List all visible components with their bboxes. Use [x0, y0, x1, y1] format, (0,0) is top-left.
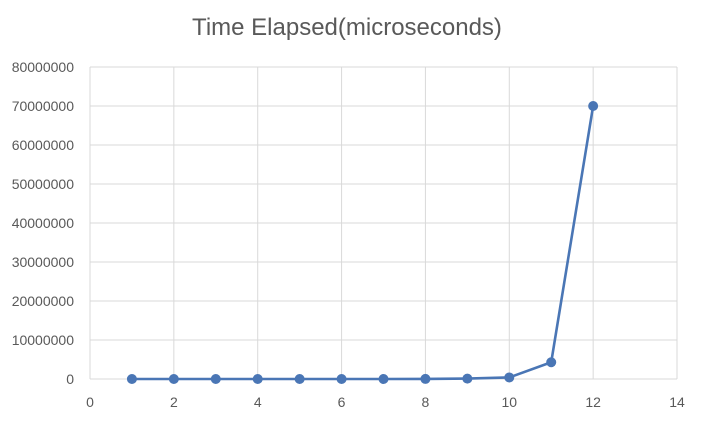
y-tick-label: 40000000: [12, 215, 75, 231]
x-tick-label: 2: [170, 394, 178, 410]
data-point: [210, 373, 221, 384]
data-point: [462, 373, 473, 384]
data-point: [252, 373, 263, 384]
data-point: [546, 357, 557, 368]
chart-title: Time Elapsed(microseconds): [192, 14, 502, 41]
y-tick-label: 70000000: [12, 98, 75, 114]
gridlines: [89, 66, 678, 380]
x-tick-label: 8: [422, 394, 430, 410]
x-tick-label: 0: [86, 394, 94, 410]
y-tick-label: 80000000: [12, 59, 75, 75]
data-point: [378, 373, 389, 384]
x-tick-label: 4: [254, 394, 262, 410]
y-tick-label: 10000000: [12, 332, 75, 348]
data-point: [504, 372, 515, 383]
y-tick-label: 60000000: [12, 137, 75, 153]
series-line-0: [131, 105, 595, 381]
x-tick-label: 6: [338, 394, 346, 410]
y-tick-label: 20000000: [12, 293, 75, 309]
y-tick-label: 0: [66, 371, 74, 387]
x-tick-label: 10: [501, 394, 517, 410]
x-tick-label: 12: [585, 394, 601, 410]
data-point: [126, 374, 137, 384]
data-point: [336, 373, 347, 384]
series-group: [126, 101, 599, 384]
y-tick-label: 50000000: [12, 176, 75, 192]
data-point: [294, 373, 305, 384]
x-axis-tick-labels: 0 2 4 6 8 10 12 14: [86, 394, 685, 410]
data-point: [168, 374, 179, 384]
y-axis-tick-labels: 0 10000000 20000000 30000000 40000000 5000000…: [12, 59, 75, 387]
y-tick-label: 30000000: [12, 254, 75, 270]
data-point: [420, 373, 431, 384]
data-point: [588, 101, 599, 111]
x-tick-label: 14: [669, 394, 685, 410]
